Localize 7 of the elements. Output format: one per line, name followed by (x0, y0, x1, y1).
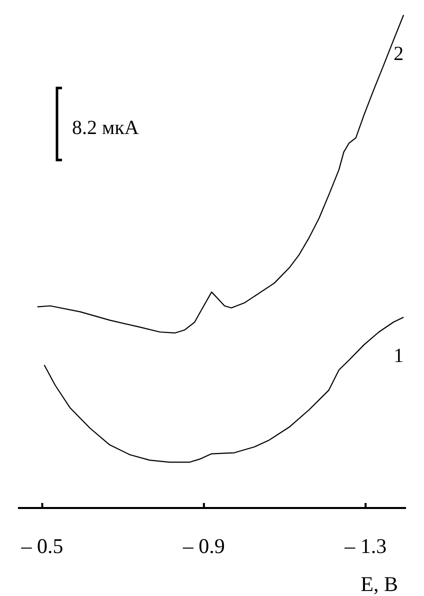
series-label: 2 (394, 43, 404, 65)
series-label: 1 (394, 345, 404, 368)
annotation: 8.2 мкА (72, 117, 140, 139)
x-axis-title: E, В (360, 572, 398, 596)
x-tick-label: – 1.3 (344, 534, 387, 558)
x-tick-label: – 0.9 (182, 534, 225, 558)
x-tick-label: – 0.5 (20, 534, 64, 558)
